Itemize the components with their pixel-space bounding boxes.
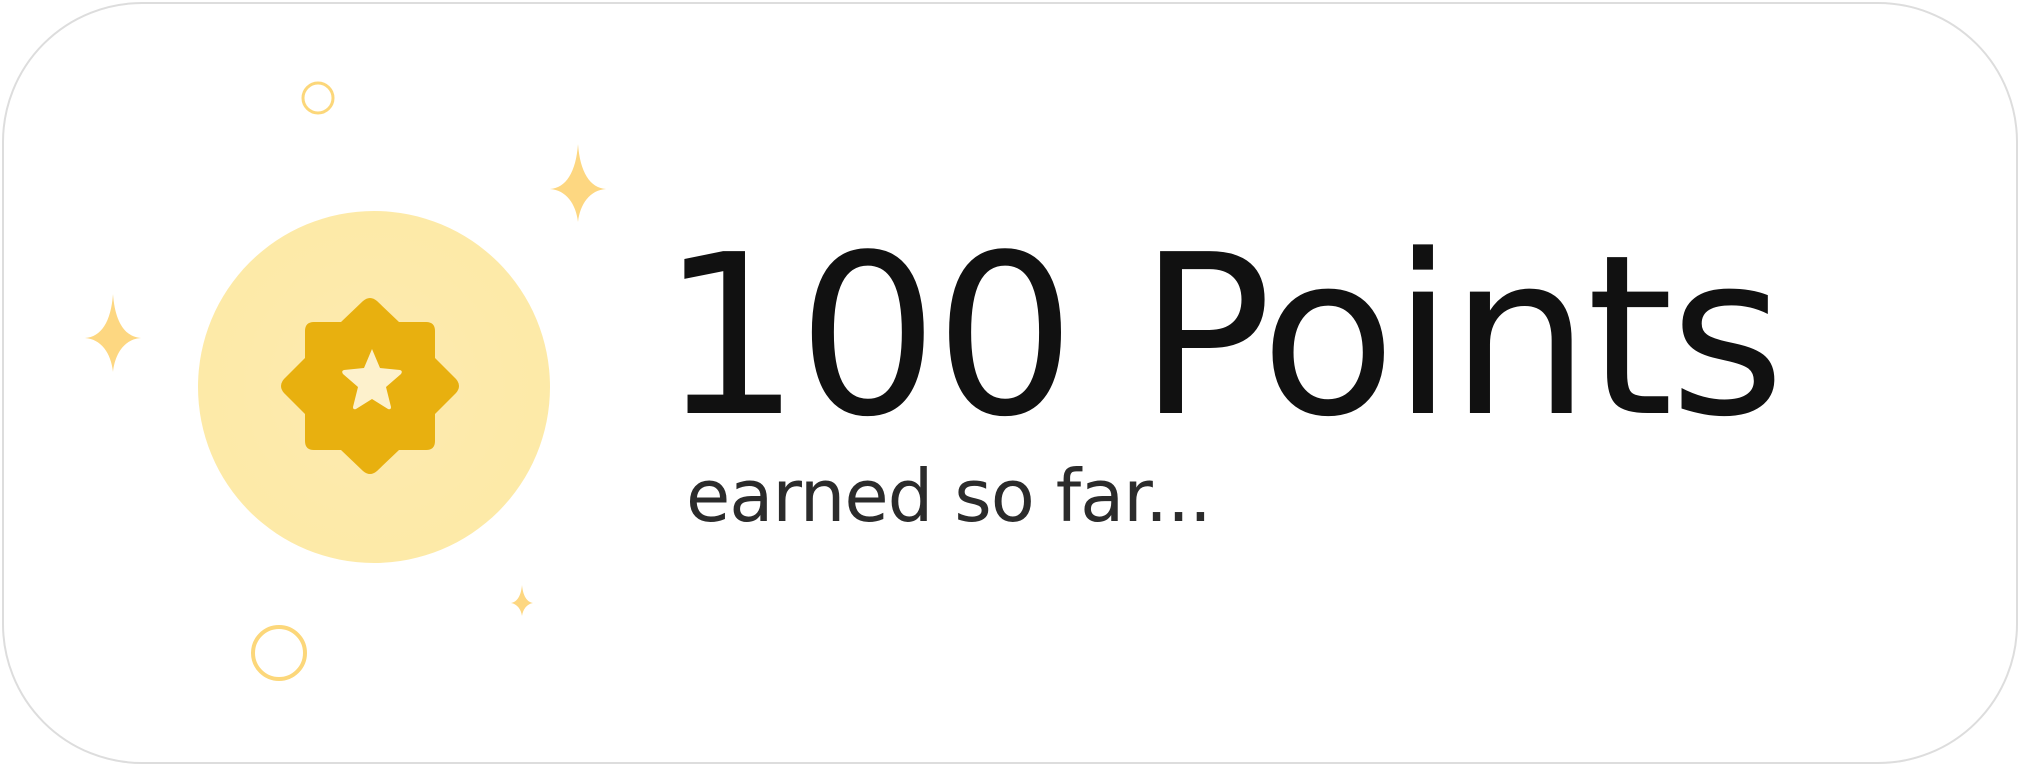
- sparkle-icon: [511, 585, 533, 616]
- points-value: 100 Points: [660, 208, 1785, 466]
- badge-circle: [198, 211, 550, 563]
- ring-icon: [301, 81, 335, 115]
- ring-icon: [251, 625, 307, 681]
- sparkle-icon: [550, 144, 606, 222]
- star-badge-icon: [281, 298, 459, 474]
- points-subtitle: earned so far...: [686, 454, 1212, 538]
- sparkle-icon: [85, 294, 141, 372]
